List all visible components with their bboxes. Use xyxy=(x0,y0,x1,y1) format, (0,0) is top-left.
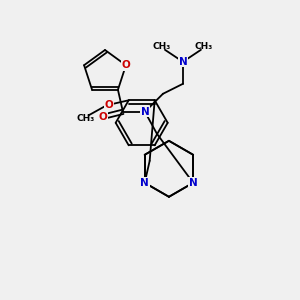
Text: N: N xyxy=(189,178,198,188)
Text: N: N xyxy=(141,107,149,117)
Text: CH₃: CH₃ xyxy=(195,42,213,51)
Text: CH₃: CH₃ xyxy=(153,42,171,51)
Text: CH₃: CH₃ xyxy=(76,114,95,123)
Text: N: N xyxy=(178,57,187,67)
Text: N: N xyxy=(140,178,149,188)
Text: O: O xyxy=(99,112,107,122)
Text: O: O xyxy=(104,100,113,110)
Text: O: O xyxy=(122,60,130,70)
